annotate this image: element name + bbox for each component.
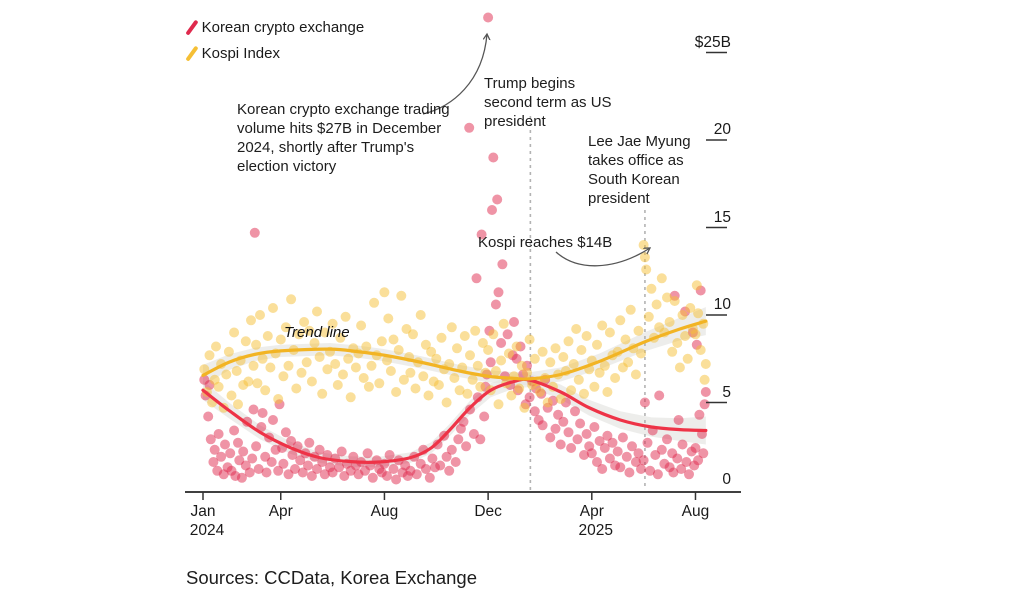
trend-line-label: Trend line: [284, 324, 350, 341]
x-axis-label: Aug: [681, 503, 710, 520]
crypto-dots: [199, 12, 711, 485]
y-axis-label: 5: [722, 383, 731, 401]
y-axis-label: 10: [713, 296, 731, 313]
annotation-kospi-14b: Kospi reaches $14B: [478, 234, 613, 251]
kospi-trend-line: [201, 319, 708, 381]
x-axis-label: Apr: [579, 503, 604, 520]
legend-item-crypto: Korean crypto exchange: [185, 14, 365, 40]
x-axis-label: Apr: [268, 503, 293, 520]
legend-item-kospi: Kospi Index: [185, 40, 364, 66]
y-axis-ticks: [706, 51, 727, 404]
crypto-trend-line: [201, 377, 708, 464]
legend-label-crypto: Korean crypto exchange: [201, 18, 365, 36]
x-axis-year-label: 2024: [189, 522, 225, 539]
x-axis-label: Jan: [190, 503, 216, 520]
x-axis: [185, 491, 741, 500]
sources-line: Sources: CCData, Korea Exchange: [186, 567, 478, 588]
x-axis-label: Dec: [474, 503, 502, 520]
annotation-crypto-27b: Korean crypto exchange trading volume hi…: [237, 101, 450, 175]
y-axis-label: 0: [722, 471, 731, 488]
arrow-to-kospi-peak: [555, 248, 650, 267]
legend: Korean crypto exchange Kospi Index: [185, 14, 365, 66]
x-axis-label: Aug: [370, 503, 399, 520]
y-axis-label: 15: [713, 208, 731, 226]
y-axis-label: $25B: [694, 33, 731, 51]
y-axis-label: 20: [713, 121, 731, 138]
annotation-lee-office: Lee Jae Myung takes office as South Kore…: [588, 133, 691, 207]
annotation-trump-term: Trump begins second term as US president: [484, 75, 612, 130]
legend-label-kospi: Kospi Index: [201, 44, 280, 62]
arrow-to-27b-dot: [422, 34, 487, 115]
kospi-dots: [199, 240, 711, 413]
x-axis-year-label: 2025: [578, 522, 614, 539]
